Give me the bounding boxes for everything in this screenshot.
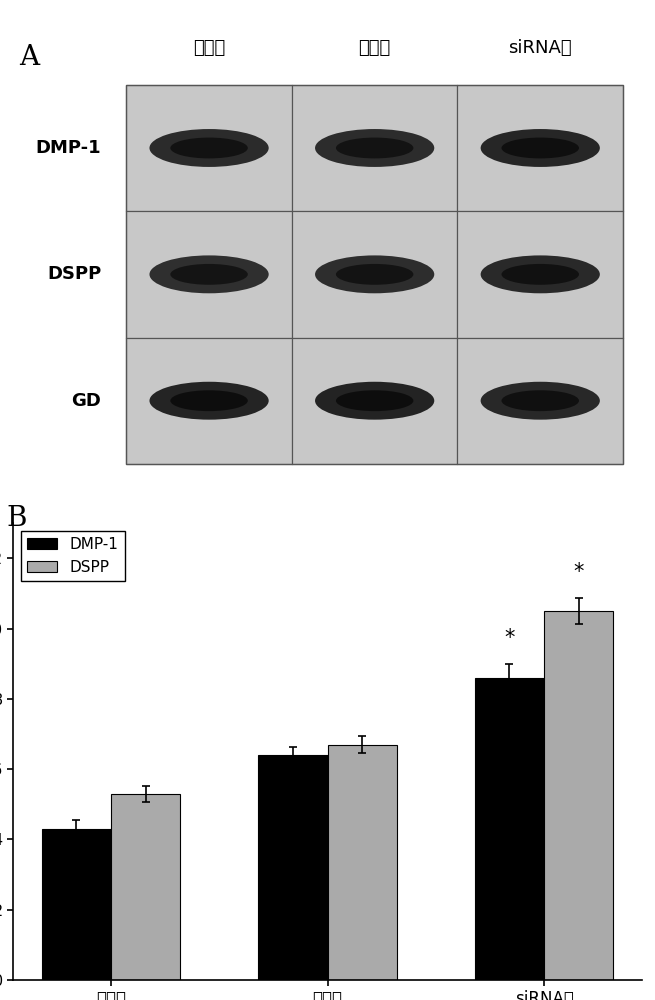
Bar: [457, 85, 623, 211]
Bar: [292, 338, 457, 464]
Text: GD: GD: [71, 392, 101, 410]
Ellipse shape: [315, 129, 434, 167]
Bar: [126, 85, 292, 211]
Text: DSPP: DSPP: [47, 265, 101, 283]
Legend: DMP-1, DSPP: DMP-1, DSPP: [21, 531, 124, 581]
Bar: [126, 211, 292, 338]
Ellipse shape: [315, 382, 434, 420]
Ellipse shape: [336, 390, 413, 411]
Text: 空白组: 空白组: [193, 39, 225, 57]
Ellipse shape: [170, 264, 248, 285]
Bar: [457, 338, 623, 464]
Ellipse shape: [481, 382, 600, 420]
Text: DMP-1: DMP-1: [35, 139, 101, 157]
Bar: [126, 85, 623, 464]
Ellipse shape: [149, 382, 269, 420]
Text: siRNA组: siRNA组: [508, 39, 572, 57]
Ellipse shape: [149, 129, 269, 167]
Text: B: B: [7, 505, 27, 532]
Ellipse shape: [170, 138, 248, 158]
Ellipse shape: [315, 255, 434, 293]
Bar: [544, 611, 613, 980]
Bar: [126, 338, 292, 464]
Text: *: *: [574, 562, 584, 582]
Bar: [292, 85, 457, 211]
Bar: [457, 211, 623, 338]
Ellipse shape: [170, 390, 248, 411]
Bar: [292, 211, 457, 338]
Text: 对照组: 对照组: [358, 39, 391, 57]
Text: A: A: [20, 44, 39, 71]
Ellipse shape: [502, 264, 579, 285]
Bar: [328, 745, 397, 980]
Bar: [42, 829, 111, 980]
Bar: [258, 755, 328, 980]
Ellipse shape: [336, 264, 413, 285]
Ellipse shape: [502, 138, 579, 158]
Ellipse shape: [336, 138, 413, 158]
Text: *: *: [504, 628, 515, 648]
Ellipse shape: [481, 255, 600, 293]
Bar: [475, 678, 544, 980]
Ellipse shape: [481, 129, 600, 167]
Bar: [111, 794, 180, 980]
Ellipse shape: [149, 255, 269, 293]
Ellipse shape: [502, 390, 579, 411]
